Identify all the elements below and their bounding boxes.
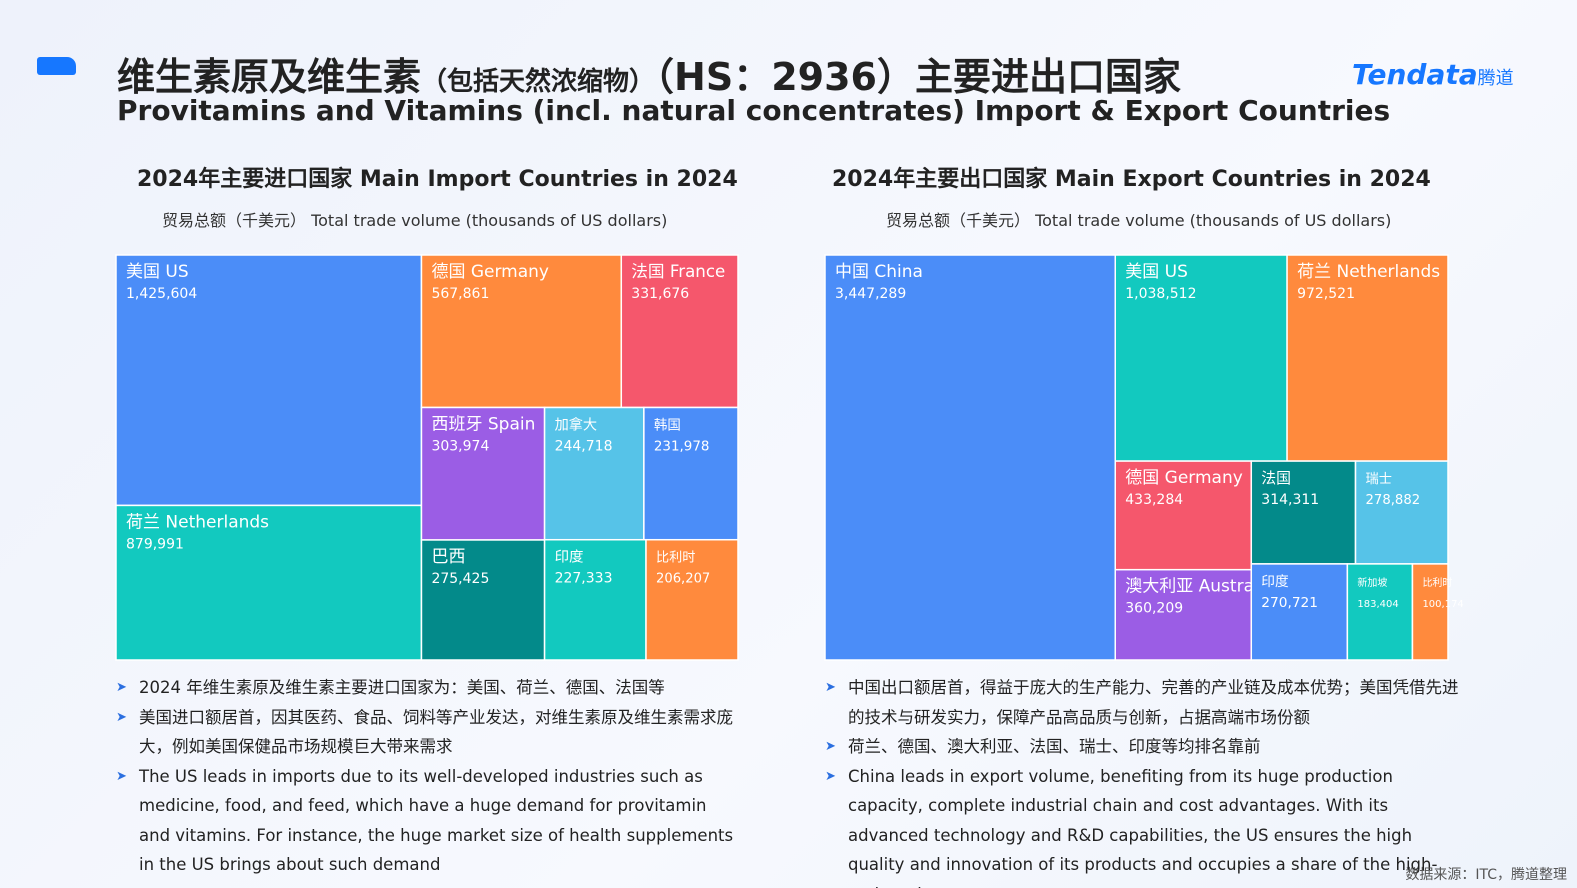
cell-value: 972,521 bbox=[1297, 286, 1355, 302]
treemap-cell bbox=[645, 538, 739, 661]
cell-label: 荷兰 Netherlands bbox=[126, 512, 269, 532]
treemap-cell bbox=[420, 406, 546, 541]
note: 荷兰、德国、澳大利亚、法国、瑞士、印度等均排名靠前 bbox=[825, 732, 1460, 762]
cell-label: 加拿大 bbox=[555, 416, 598, 433]
title-note: （包括天然浓缩物） bbox=[421, 67, 656, 97]
treemap-cell bbox=[543, 406, 645, 541]
cell-value: 244,718 bbox=[555, 438, 613, 454]
cell-value: 100,174 bbox=[1422, 599, 1463, 610]
cell-value: 567,861 bbox=[431, 286, 489, 302]
cell-value: 275,425 bbox=[431, 571, 489, 587]
cell-value: 879,991 bbox=[126, 536, 184, 552]
cell-value: 270,721 bbox=[1261, 595, 1318, 611]
cell-label: 荷兰 Netherlands bbox=[1297, 262, 1440, 282]
note: The US leads in imports due to its well-… bbox=[116, 762, 741, 880]
treemap-cell bbox=[420, 539, 546, 661]
cell-value: 1,038,512 bbox=[1125, 286, 1196, 302]
note: China leads in export volume, benefiting… bbox=[825, 762, 1460, 888]
cell-value: 331,676 bbox=[631, 286, 689, 302]
logo-zh: 腾道 bbox=[1477, 68, 1514, 89]
treemap-cell bbox=[1114, 254, 1288, 462]
cell-value: 3,447,289 bbox=[835, 286, 906, 302]
cell-label: 澳大利亚 Australia bbox=[1125, 577, 1274, 597]
cell-label: 瑞士 bbox=[1366, 471, 1392, 487]
cell-label: 中国 China bbox=[835, 262, 923, 282]
treemap-cell bbox=[420, 254, 623, 409]
note: 2024 年维生素原及维生素主要进口国家为：美国、荷兰、德国、法国等 bbox=[116, 673, 741, 703]
cell-label: 美国 US bbox=[126, 262, 189, 282]
cell-value: 314,311 bbox=[1261, 492, 1319, 508]
source: 数据来源：ITC，腾道整理 bbox=[1405, 867, 1567, 883]
treemap-cell bbox=[620, 254, 739, 409]
cell-value: 231,978 bbox=[654, 439, 710, 454]
treemap-cell bbox=[543, 538, 647, 661]
chart-subtitle: 贸易总额（千美元） Total trade volume (thousands … bbox=[886, 211, 1392, 230]
cell-label: 印度 bbox=[1261, 574, 1289, 590]
notes: 中国出口额居首，得益于庞大的生产能力、完善的产业链及成本优势；美国凭借先进的技术… bbox=[825, 673, 1460, 888]
title-en: Provitamins and Vitamins (incl. natural … bbox=[117, 94, 1391, 127]
accent bbox=[37, 57, 76, 75]
cell-label: 韩国 bbox=[654, 417, 681, 433]
cell-label: 新加坡 bbox=[1357, 576, 1387, 589]
chart-subtitle: 贸易总额（千美元） Total trade volume (thousands … bbox=[162, 211, 668, 230]
logo: Tendata腾道 bbox=[1352, 58, 1514, 91]
cell-value: 360,209 bbox=[1125, 601, 1183, 617]
notes: 2024 年维生素原及维生素主要进口国家为：美国、荷兰、德国、法国等美国进口额居… bbox=[116, 673, 741, 880]
treemap-cell bbox=[115, 254, 423, 507]
treemap-cell bbox=[1354, 460, 1449, 565]
cell-label: 西班牙 Spain bbox=[431, 414, 535, 434]
title-zh: 维生素原及维生素（包括天然浓缩物）（HS：2936）主要进出口国家 bbox=[117, 46, 1181, 101]
cell-value: 1,425,604 bbox=[126, 286, 197, 302]
cell-label: 印度 bbox=[555, 549, 584, 566]
title-code: （HS：2936）主要进出口国家 bbox=[655, 55, 1181, 99]
note: 美国进口额居首，因其医药、食品、饲料等产业发达，对维生素原及维生素需求庞大，例如… bbox=[116, 703, 741, 762]
cell-label: 巴西 bbox=[431, 547, 465, 567]
cell-value: 303,974 bbox=[431, 438, 489, 454]
cell-label: 德国 Germany bbox=[431, 262, 549, 282]
cell-label: 法国 bbox=[1261, 469, 1291, 487]
cell-label: 法国 France bbox=[631, 262, 725, 281]
logo-text: Tendata bbox=[1352, 58, 1478, 91]
treemap-cell bbox=[643, 406, 739, 541]
cell-value: 433,284 bbox=[1125, 492, 1183, 508]
note: 中国出口额居首，得益于庞大的生产能力、完善的产业链及成本优势；美国凭借先进的技术… bbox=[825, 673, 1460, 732]
cell-value: 227,333 bbox=[555, 571, 613, 587]
treemap-cell bbox=[824, 254, 1117, 661]
cell-label: 比利时 bbox=[656, 550, 695, 566]
cell-label: 比利时 bbox=[1422, 577, 1452, 589]
chart-title: 2024年主要出口国家 Main Export Countries in 202… bbox=[832, 167, 1431, 192]
cell-value: 278,882 bbox=[1366, 493, 1421, 508]
treemap-cell bbox=[1286, 254, 1449, 462]
treemap-cell bbox=[1411, 563, 1449, 661]
cell-value: 183,404 bbox=[1357, 599, 1398, 610]
cell-label: 美国 US bbox=[1125, 262, 1188, 282]
cell-value: 206,207 bbox=[656, 572, 710, 587]
title-main: 维生素原及维生素 bbox=[117, 55, 422, 99]
cell-label: 德国 Germany bbox=[1125, 468, 1243, 488]
chart-title: 2024年主要进口国家 Main Import Countries in 202… bbox=[137, 167, 738, 192]
